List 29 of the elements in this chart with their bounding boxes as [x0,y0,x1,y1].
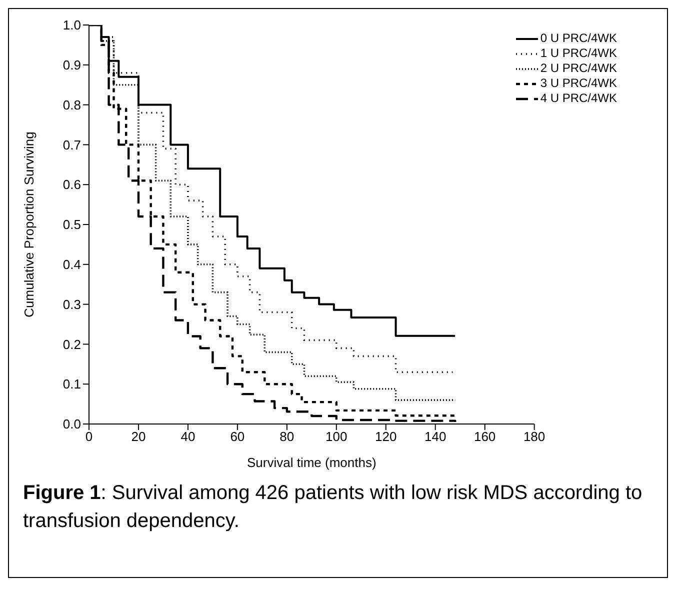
y-axis-title: Cumulative Proportion Surviving [22,132,37,318]
caption: Figure 1: Survival among 426 patients with low risk MDS according to transfusion dependency. [22,481,644,534]
y-tick-label: 0.9 [62,58,81,73]
x-tick-label: 60 [230,429,245,444]
legend-label: 3 U PRC/4WK [540,76,617,91]
legend-label: 2 U PRC/4WK [540,61,617,76]
y-tick-label: 0.2 [62,336,81,352]
x-axis-title: Survival time (months) [247,455,376,470]
y-tick-label: 0.6 [62,177,81,192]
y-tick-label: 1.0 [62,18,81,33]
x-tick-label: 140 [424,429,446,444]
x-tick-label: 80 [280,429,294,444]
y-tick-label: 0.5 [62,217,81,232]
y-tick-label: 0.8 [62,97,81,112]
x-tick-label: 0 [85,429,93,444]
x-tick-label: 100 [326,429,348,444]
x-tick-label: 40 [180,429,196,444]
x-tick-label: 180 [523,429,546,444]
y-tick-label: 0.0 [62,416,81,432]
y-tick-label: 0.3 [62,296,81,312]
x-tick-label: 20 [131,429,146,444]
y-tick-label: 0.1 [62,376,81,392]
x-tick-label: 160 [474,429,496,444]
legend-label: 0 U PRC/4WK [540,31,617,46]
y-tick-label: 0.4 [62,257,81,272]
legend-label: 4 U PRC/4WK [540,91,617,106]
y-tick-label: 0.7 [62,137,81,152]
legend-label: 1 U PRC/4WK [540,46,617,61]
x-tick-label: 120 [375,429,397,444]
